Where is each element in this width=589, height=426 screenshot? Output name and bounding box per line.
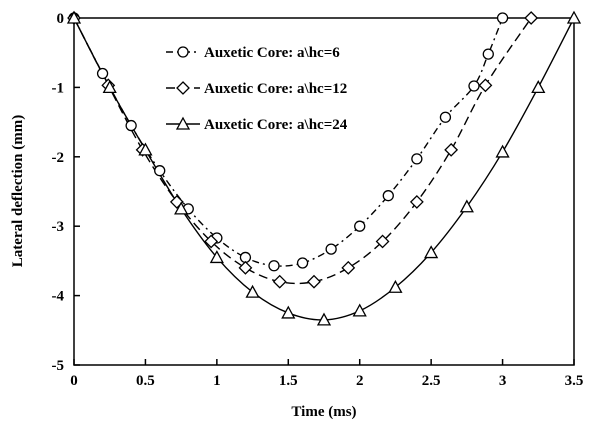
data-point-a-hc-6 [496, 12, 509, 24]
y-tick-label: 0 [57, 11, 65, 27]
legend-marker-a-hc-6 [177, 46, 189, 58]
data-point-a-hc-24 [316, 312, 332, 326]
series-markers [66, 10, 582, 326]
data-point-a-hc-6 [468, 80, 480, 92]
data-point-a-hc-24 [495, 144, 510, 158]
x-tick-label: 0 [70, 373, 78, 389]
x-tick-label: 2.5 [422, 373, 441, 389]
x-tick-label: 3 [499, 373, 507, 389]
y-axis-ticks: 0 -1 -2 -3 -4 -5 [52, 11, 80, 374]
data-point-a-hc-12 [307, 274, 321, 289]
data-point-a-hc-24 [138, 142, 153, 156]
data-point-a-hc-24 [566, 10, 582, 24]
y-tick-label: -1 [52, 80, 65, 96]
data-point-a-hc-12 [272, 274, 287, 289]
data-point-a-hc-6 [482, 48, 494, 60]
x-axis-ticks: 0 0.5 1 1.5 2 2.5 3 3.5 [70, 359, 583, 389]
y-axis-title: Lateral deflection (mm) [10, 115, 26, 267]
data-point-a-hc-12 [409, 194, 424, 209]
data-point-a-hc-24 [281, 305, 296, 319]
data-point-a-hc-12 [341, 260, 356, 275]
data-point-a-hc-6 [354, 220, 366, 232]
y-tick-label: -5 [52, 358, 65, 374]
data-point-a-hc-24 [531, 80, 546, 94]
x-tick-label: 1.5 [279, 373, 298, 389]
data-point-a-hc-12 [478, 78, 493, 93]
x-tick-label: 2 [356, 373, 364, 389]
data-point-a-hc-6 [382, 190, 394, 202]
legend-label-a-hc-24: Auxetic Core: a\hc=24 [204, 117, 348, 133]
data-point-a-hc-12 [238, 260, 253, 275]
data-point-a-hc-12 [524, 11, 539, 25]
series-lines [73, 17, 575, 321]
y-tick-label: -3 [52, 219, 65, 235]
data-point-a-hc-6 [439, 111, 452, 123]
data-point-a-hc-24 [102, 80, 117, 94]
data-point-a-hc-24 [66, 10, 82, 24]
legend-marker-a-hc-24 [175, 116, 191, 130]
data-point-a-hc-12 [204, 234, 219, 249]
data-point-a-hc-6 [96, 67, 109, 80]
data-point-a-hc-6 [296, 257, 309, 269]
x-tick-label: 3.5 [565, 373, 584, 389]
x-tick-label: 0.5 [136, 373, 155, 389]
legend-label-a-hc-6: Auxetic Core: a\hc=6 [204, 45, 340, 61]
data-point-a-hc-6 [411, 153, 423, 165]
x-axis-title: Time (ms) [291, 404, 356, 420]
legend: Auxetic Core: a\hc=6 Auxetic Core: a\hc=1… [166, 45, 348, 133]
data-point-a-hc-12 [375, 234, 390, 249]
y-tick-label: -4 [52, 289, 65, 305]
data-point-a-hc-6 [325, 243, 337, 255]
legend-marker-a-hc-12 [176, 81, 190, 95]
legend-label-a-hc-12: Auxetic Core: a\hc=12 [204, 81, 347, 97]
plot-area-frame [73, 17, 575, 366]
data-point-a-hc-6 [154, 165, 166, 177]
data-point-a-hc-24 [209, 250, 224, 264]
data-point-a-hc-24 [352, 303, 367, 317]
data-point-a-hc-6 [125, 119, 137, 132]
data-point-a-hc-24 [459, 199, 474, 213]
data-point-a-hc-24 [388, 279, 403, 293]
data-point-a-hc-12 [444, 142, 459, 157]
data-point-a-hc-24 [174, 201, 189, 215]
y-tick-label: -2 [52, 150, 65, 166]
x-tick-label: 1 [213, 373, 221, 389]
data-point-a-hc-24 [424, 245, 439, 259]
data-point-a-hc-6 [268, 260, 280, 272]
data-point-a-hc-24 [245, 284, 260, 298]
